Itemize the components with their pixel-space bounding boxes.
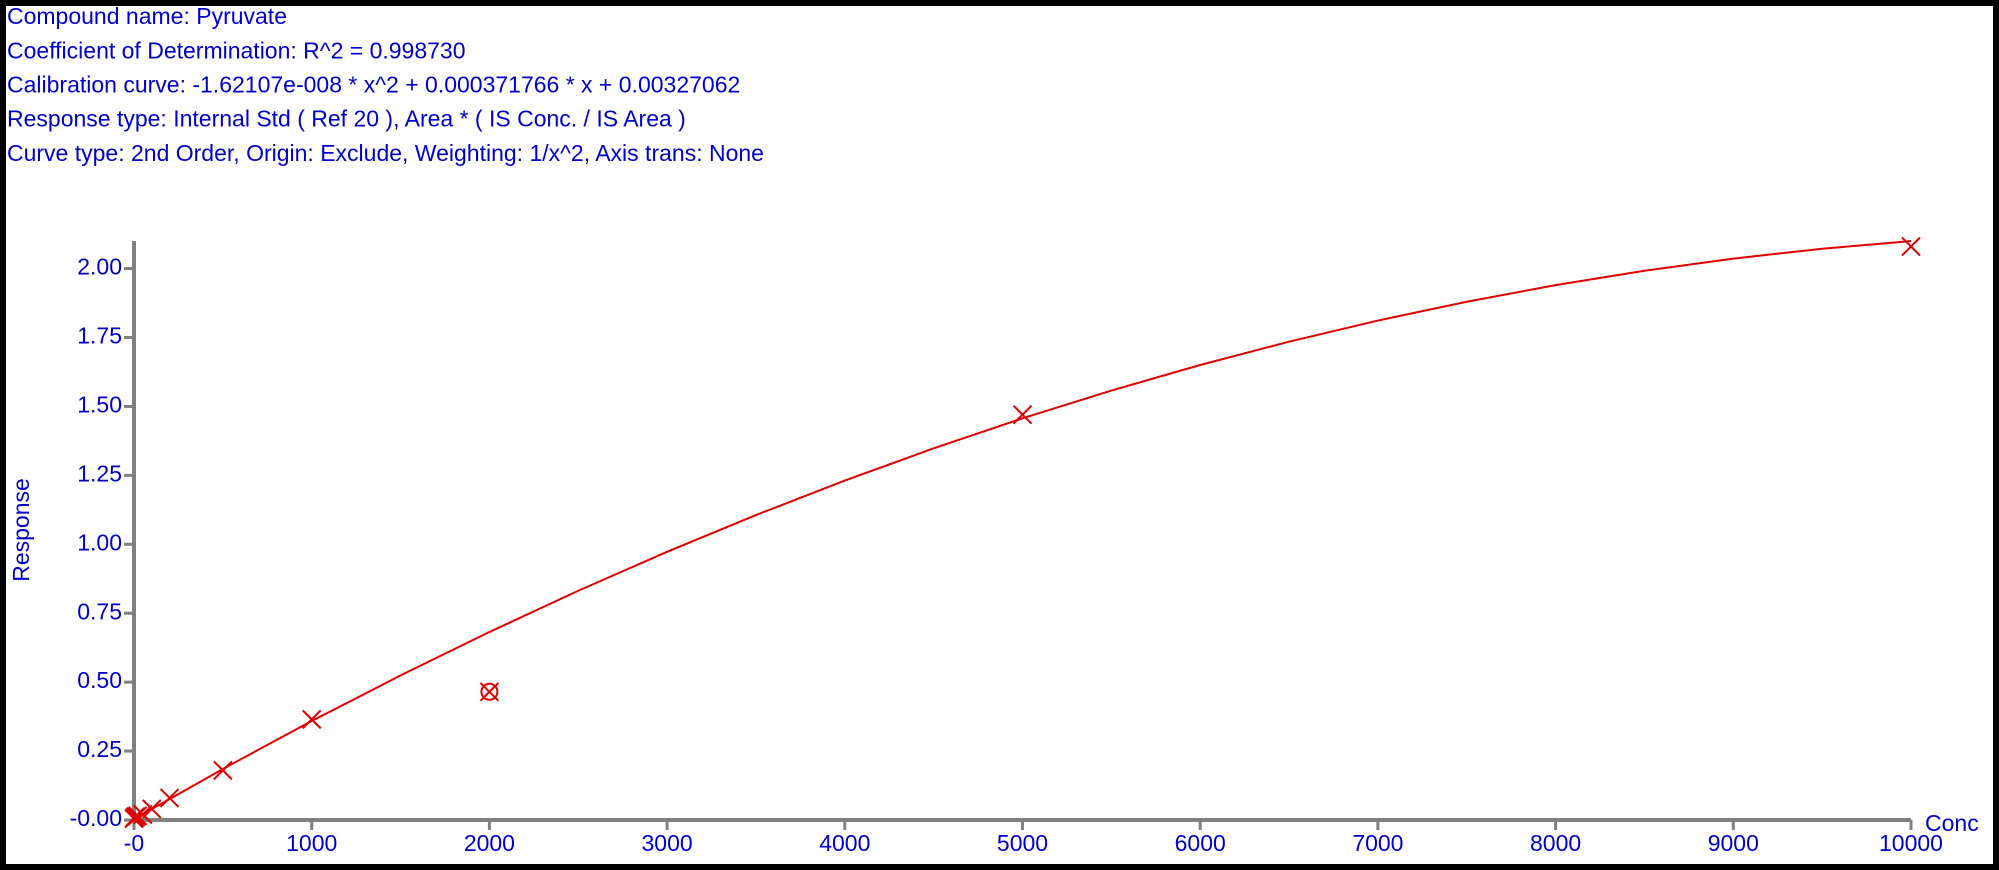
x-tick-label: 1000 [286,830,337,856]
x-tick-label: 5000 [997,830,1048,856]
exclusion-circle [480,682,499,701]
x-tick-label: 3000 [642,830,693,856]
header-line: Curve type: 2nd Order, Origin: Exclude, … [7,140,764,166]
data-point [1901,236,1921,257]
data-point [301,709,322,730]
data-point [127,806,148,826]
x-tick-label: 2000 [464,830,515,856]
x-tick-label: 4000 [819,830,870,856]
y-tick-label: 0.75 [77,598,122,624]
header-line: Calibration curve: -1.62107e-008 * x^2 +… [7,71,740,97]
data-point [142,799,162,819]
data-point [133,804,153,825]
data-point [1012,404,1033,425]
x-tick-label: 6000 [1175,830,1226,856]
y-tick-label: 0.50 [77,667,122,693]
x-axis-label: Conc [1925,810,1979,836]
x-tick-label: -0 [124,830,144,856]
y-axis-label: Response [8,478,34,582]
y-tick-label: -0.00 [70,805,122,831]
y-tick-label: 1.25 [77,460,122,486]
x-tick-label: 10000 [1879,830,1943,856]
x-tick-label: 7000 [1352,830,1403,856]
background [6,6,1993,864]
header-line: Response type: Internal Std ( Ref 20 ), … [7,106,686,132]
header-line: Coefficient of Determination: R^2 = 0.99… [7,37,466,63]
y-tick-label: 1.00 [77,529,122,555]
x-tick-label: 8000 [1530,830,1581,856]
y-tick-label: 1.75 [77,323,122,349]
y-tick-label: 1.50 [77,392,122,418]
header-line: Compound name: Pyruvate [7,3,287,29]
y-tick-label: 2.00 [77,254,122,280]
y-tick-label: 0.25 [77,736,122,762]
data-point [159,788,180,808]
x-tick-label: 9000 [1708,830,1759,856]
data-point [213,760,233,781]
fit-curve [133,240,1912,820]
